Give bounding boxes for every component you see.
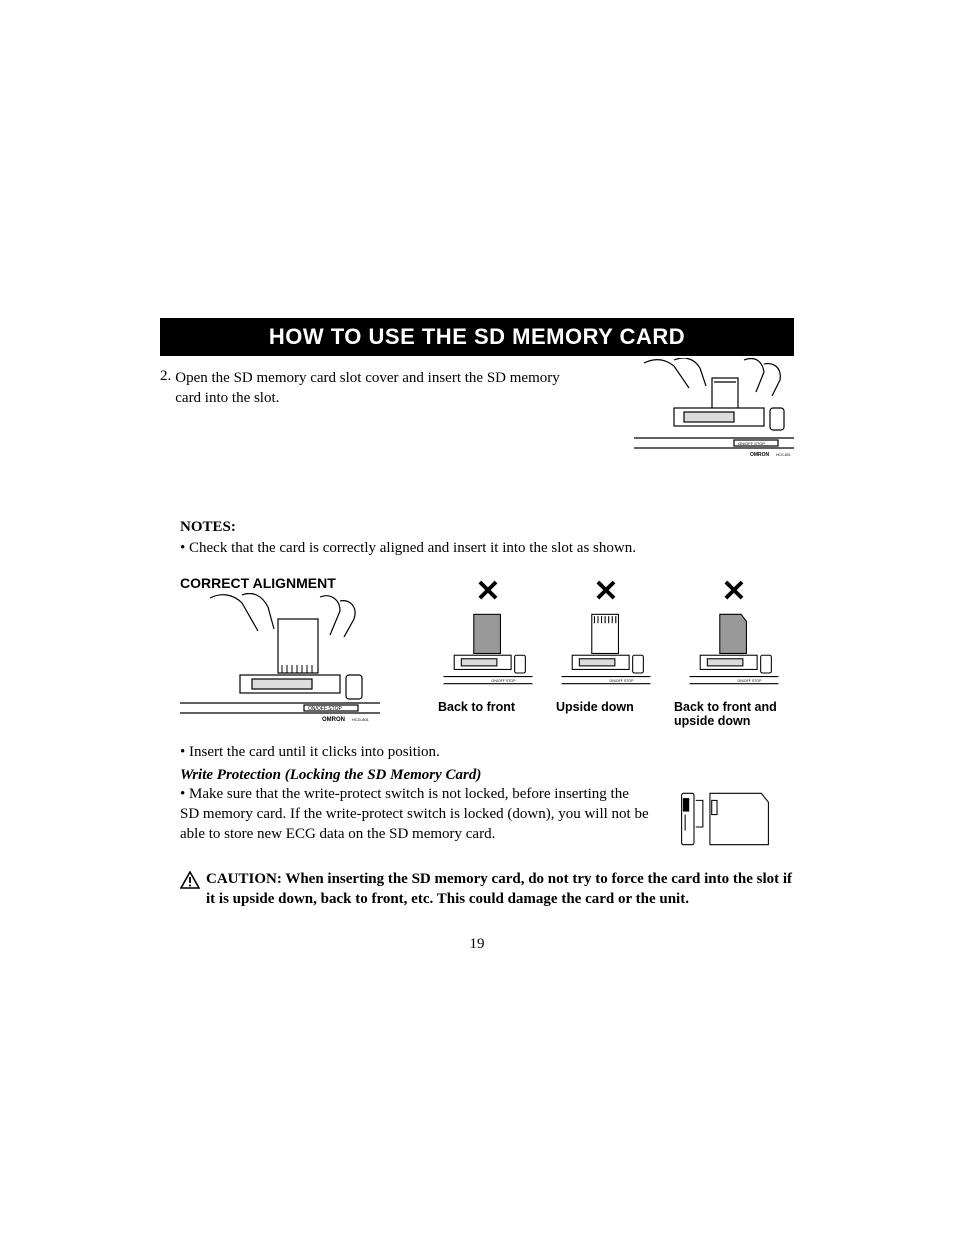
brand-label: OMRON xyxy=(750,452,770,458)
model-label: HCG-801 xyxy=(776,453,791,457)
caution-block: CAUTION: When inserting the SD memory ca… xyxy=(180,869,794,910)
wrong-upside-down: ✕ xyxy=(556,577,656,728)
caution-text: When inserting the SD memory card, do no… xyxy=(206,871,792,907)
svg-text:HCG-801: HCG-801 xyxy=(352,717,370,722)
write-protect-text: • Make sure that the write-protect switc… xyxy=(180,784,650,845)
wrong-both: ✕ ON/OFF STOP Back to front and upside d… xyxy=(674,577,794,728)
caution-label: CAUTION: xyxy=(206,871,282,887)
svg-text:ON/OFF STOP: ON/OFF STOP xyxy=(738,678,763,682)
caution-icon xyxy=(180,871,200,894)
x-mark-icon: ✕ xyxy=(674,577,794,607)
alignment-figures: CORRECT ALIGNMENT xyxy=(160,575,794,728)
notes-section: NOTES: • Check that the card is correctl… xyxy=(180,519,794,557)
svg-text:ON/OFF STOP: ON/OFF STOP xyxy=(610,678,635,682)
figure-write-protect xyxy=(670,788,780,855)
correct-alignment-column: CORRECT ALIGNMENT xyxy=(180,575,388,728)
step-number: 2. xyxy=(160,368,171,385)
figure-insert-card: ON/OFF STOP OMRON HCG-801 xyxy=(634,358,794,468)
section-header: HOW TO USE THE SD MEMORY CARD xyxy=(160,318,794,356)
wrong-label-1: Back to front xyxy=(438,700,538,714)
x-mark-icon: ✕ xyxy=(438,577,538,607)
wrong-label-2: Upside down xyxy=(556,700,656,714)
write-protect-heading: Write Protection (Locking the SD Memory … xyxy=(180,767,794,784)
switch-label: ON/OFF STOP xyxy=(738,441,765,446)
caution-body: CAUTION: When inserting the SD memory ca… xyxy=(206,869,794,910)
correct-alignment-label: CORRECT ALIGNMENT xyxy=(180,575,388,591)
note-alignment: • Check that the card is correctly align… xyxy=(180,540,794,557)
wrong-label-3: Back to front and upside down xyxy=(674,700,794,728)
svg-text:ON/OFF STOP: ON/OFF STOP xyxy=(492,678,517,682)
document-page: HOW TO USE THE SD MEMORY CARD 2. Open th… xyxy=(160,318,794,909)
svg-text:OMRON: OMRON xyxy=(322,717,345,723)
svg-text:ON/OFF STOP: ON/OFF STOP xyxy=(308,706,342,712)
notes-heading: NOTES: xyxy=(180,519,794,536)
write-protect-row: • Make sure that the write-protect switc… xyxy=(180,784,794,855)
wrong-back-to-front: ✕ ON/OFF STOP Back to front xyxy=(438,577,538,728)
note-click-position: • Insert the card until it clicks into p… xyxy=(180,744,794,761)
page-number: 19 xyxy=(160,936,794,953)
figure-correct-alignment: ON/OFF STOP OMRON HCG-801 xyxy=(180,593,380,723)
wrong-alignment-group: ✕ ON/OFF STOP Back to front ✕ xyxy=(438,577,794,728)
x-mark-icon: ✕ xyxy=(556,577,656,607)
step-text: Open the SD memory card slot cover and i… xyxy=(175,368,585,409)
